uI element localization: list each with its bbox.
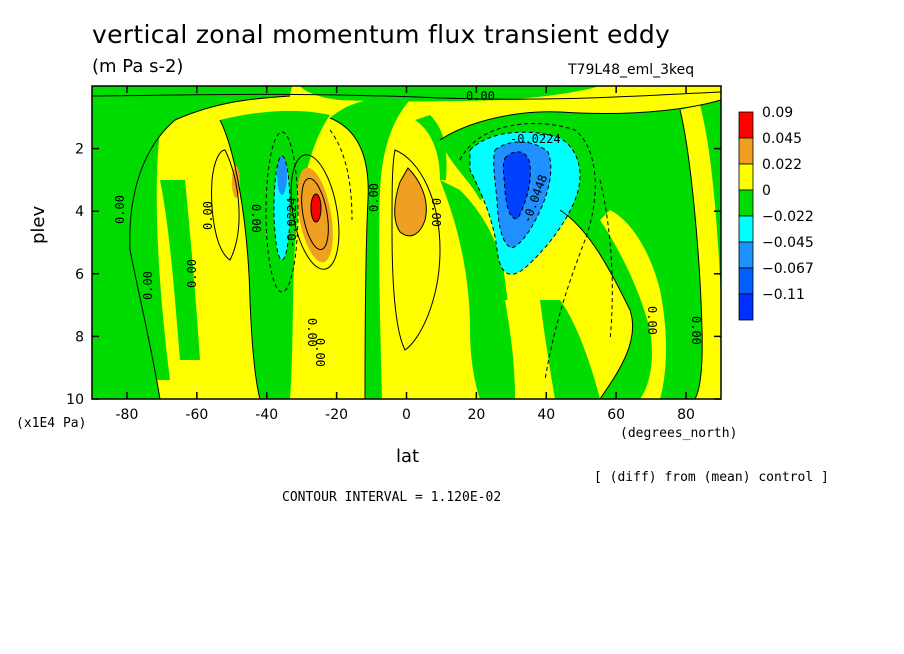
contour-fill <box>92 86 721 399</box>
contour-label: 0.00 <box>429 198 443 227</box>
colorbar-label: 0.045 <box>762 131 802 147</box>
contour-line <box>129 95 291 251</box>
contour-line <box>391 149 441 351</box>
fill-yellow-island <box>600 210 666 399</box>
colorbar-label: 0.022 <box>762 157 802 173</box>
fill-red-region <box>311 194 321 222</box>
contour-line <box>265 131 299 293</box>
colorbar-swatch <box>738 241 754 269</box>
contour-line <box>599 179 613 341</box>
y-tick-label: 6 <box>75 267 84 283</box>
x-axis-label: lat <box>396 446 420 467</box>
fill-green-region <box>440 180 520 399</box>
x-tick-label: 60 <box>607 407 625 423</box>
colorbar-label: 0.09 <box>762 105 793 121</box>
contour-label: -0.0224 <box>285 197 299 248</box>
contour-line <box>301 177 329 251</box>
contour-label: 0.00 <box>113 195 127 224</box>
fill-green-region <box>300 86 600 102</box>
fill-darkblue-region <box>503 151 531 219</box>
contour-line <box>459 123 596 381</box>
colorbar-label: −0.11 <box>762 287 805 303</box>
contour-line <box>310 193 322 223</box>
contour-line <box>92 91 721 100</box>
contour-line <box>329 117 369 399</box>
colorbar: 0.09 0.045 0.022 0 −0.022 −0.045 −0.067 −0.11 <box>738 105 814 321</box>
contour-line <box>273 155 291 261</box>
y-axis: 2 4 6 8 10 <box>66 142 721 408</box>
colorbar-swatch <box>738 111 754 139</box>
contour-lines-negative <box>265 123 613 381</box>
y-tick-label: 8 <box>75 329 84 345</box>
contour-line <box>502 151 531 220</box>
x-tick-label: -60 <box>185 407 208 423</box>
x-tick-label: 40 <box>537 407 555 423</box>
colorbar-swatch <box>738 189 754 217</box>
contour-line <box>290 154 340 270</box>
colorbar-label: −0.067 <box>762 261 814 277</box>
x-tick-label: -40 <box>255 407 278 423</box>
x-axis: -80 -60 -40 -20 0 20 40 60 80 <box>116 86 695 423</box>
contour-label: 0.00 <box>201 201 215 230</box>
contour-label: 0.00 <box>249 204 263 233</box>
fill-blue-region <box>277 155 287 195</box>
contour-line <box>679 109 703 399</box>
chart-title: vertical zonal momentum flux transient e… <box>92 20 671 49</box>
contour-label: 0.00 <box>466 89 495 103</box>
fill-green-region <box>160 180 200 360</box>
contour-label: 0.00 <box>185 259 199 288</box>
contour-label: 0.00 <box>141 271 155 300</box>
contour-label: 0.00 <box>367 183 381 212</box>
colorbar-label: −0.045 <box>762 235 814 251</box>
contour-line <box>559 209 634 399</box>
contour-line <box>329 129 353 221</box>
fill-green-region <box>121 120 170 380</box>
y-axis-units: (x1E4 Pa) <box>16 416 87 431</box>
fill-green-region <box>330 98 410 399</box>
y-axis-label: plev <box>28 205 49 244</box>
contour-interval: CONTOUR INTERVAL = 1.120E-02 <box>282 490 502 505</box>
colorbar-swatch <box>738 137 754 165</box>
colorbar-swatch <box>738 267 754 295</box>
fill-yellow-island <box>680 105 721 399</box>
colorbar-swatch <box>738 293 754 321</box>
colorbar-label: −0.022 <box>762 209 814 225</box>
x-tick-label: -20 <box>325 407 348 423</box>
fill-green-region <box>415 115 447 180</box>
fill-yellow-island <box>505 300 535 399</box>
x-tick-label: 0 <box>402 407 411 423</box>
colorbar-swatch <box>738 215 754 243</box>
y-tick-label: 10 <box>66 392 84 408</box>
fill-orange-region <box>394 168 427 236</box>
contour-lines <box>92 91 721 399</box>
chart-units: (m Pa s-2) <box>92 56 184 77</box>
contour-label: 0.00 <box>313 338 327 367</box>
contour-label: -0.0224 <box>510 132 561 146</box>
contour-line <box>219 119 261 399</box>
run-label: T79L48_eml_3keq <box>568 62 695 78</box>
colorbar-swatch <box>738 163 754 191</box>
contour-label: 0.00 <box>645 306 659 335</box>
x-axis-units: (degrees_north) <box>620 426 738 441</box>
colorbar-label: 0 <box>762 183 771 199</box>
contour-line <box>394 167 427 237</box>
x-tick-label: 80 <box>677 407 695 423</box>
contour-label: 0.00 <box>689 316 703 345</box>
contour-line <box>129 249 161 399</box>
contour-line <box>469 131 581 275</box>
contour-line <box>211 149 240 261</box>
diff-note: [ (diff) from (mean) control ] <box>594 470 829 485</box>
x-tick-label: 20 <box>467 407 485 423</box>
y-tick-label: 4 <box>75 204 84 220</box>
fill-green-region <box>540 300 600 399</box>
y-tick-label: 2 <box>75 142 84 158</box>
x-tick-label: -80 <box>116 407 139 423</box>
contour-label: 0.00 <box>305 318 319 347</box>
contour-line <box>439 99 721 141</box>
